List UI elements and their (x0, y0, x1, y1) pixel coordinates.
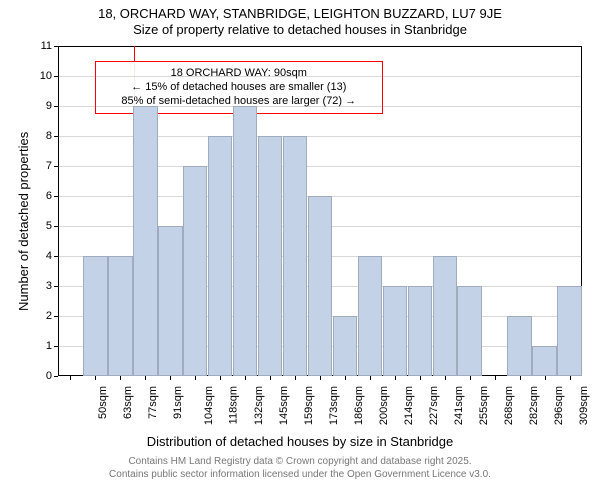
ytick-label: 8 (46, 130, 58, 142)
xtick-mark (470, 376, 471, 380)
xtick-mark (370, 376, 371, 380)
xtick-label: 282sqm (528, 386, 540, 425)
footer-line1: Contains HM Land Registry data © Crown c… (0, 456, 600, 469)
xtick-mark (570, 376, 571, 380)
annotation-title: 18 ORCHARD WAY: 90sqm (104, 66, 374, 80)
xtick-label: 145sqm (278, 386, 290, 425)
xtick-mark (245, 376, 246, 380)
ytick-label: 9 (46, 100, 58, 112)
histogram-bar (258, 136, 282, 376)
histogram-bar (108, 256, 132, 376)
y-axis (58, 46, 59, 376)
xtick-mark (545, 376, 546, 380)
xtick-mark (520, 376, 521, 380)
xtick-label: 104sqm (203, 386, 215, 425)
histogram-bar (507, 316, 531, 376)
histogram-bar (408, 286, 432, 376)
chart-title-address: 18, ORCHARD WAY, STANBRIDGE, LEIGHTON BU… (0, 6, 600, 21)
histogram-bar (532, 346, 556, 376)
xtick-label: 200sqm (378, 386, 390, 425)
histogram-bar (433, 256, 457, 376)
xtick-mark (445, 376, 446, 380)
plot-area: 18 ORCHARD WAY: 90sqm ← 15% of detached … (58, 46, 582, 376)
histogram-bar (358, 256, 382, 376)
xtick-label: 186sqm (353, 386, 365, 425)
xtick-label: 159sqm (303, 386, 315, 425)
xtick-label: 214sqm (403, 386, 415, 425)
xtick-mark (95, 376, 96, 380)
xtick-mark (320, 376, 321, 380)
xtick-label: 132sqm (253, 386, 265, 425)
histogram-bar (133, 106, 157, 376)
ytick-label: 6 (46, 190, 58, 202)
histogram-bar (383, 286, 407, 376)
y-axis-label: Number of detached properties (16, 132, 31, 311)
histogram-bar (183, 166, 207, 376)
xtick-mark (70, 376, 71, 380)
xtick-label: 91sqm (172, 386, 184, 419)
histogram-bar (283, 136, 307, 376)
histogram-chart: 18, ORCHARD WAY, STANBRIDGE, LEIGHTON BU… (0, 0, 600, 500)
footer-attribution: Contains HM Land Registry data © Crown c… (0, 456, 600, 481)
xtick-mark (120, 376, 121, 380)
xtick-mark (420, 376, 421, 380)
xtick-mark (145, 376, 146, 380)
xtick-label: 173sqm (328, 386, 340, 425)
ytick-label: 1 (46, 340, 58, 352)
ytick-label: 3 (46, 280, 58, 292)
ytick-label: 7 (46, 160, 58, 172)
xtick-mark (495, 376, 496, 380)
histogram-bar (557, 286, 581, 376)
chart-subtitle: Size of property relative to detached ho… (0, 22, 600, 37)
histogram-bar (308, 196, 332, 376)
annotation-smaller: ← 15% of detached houses are smaller (13… (104, 80, 374, 94)
histogram-bar (457, 286, 481, 376)
footer-line2: Contains public sector information licen… (0, 469, 600, 482)
xtick-label: 296sqm (553, 386, 565, 425)
histogram-bar (233, 106, 257, 376)
ytick-label: 4 (46, 250, 58, 262)
xtick-label: 227sqm (428, 386, 440, 425)
xtick-label: 241sqm (453, 386, 465, 425)
xtick-label: 255sqm (478, 386, 490, 425)
xtick-mark (195, 376, 196, 380)
x-axis-top (58, 46, 582, 47)
xtick-label: 309sqm (578, 386, 590, 425)
ytick-label: 0 (46, 370, 58, 382)
xtick-mark (220, 376, 221, 380)
xtick-mark (170, 376, 171, 380)
x-axis-label: Distribution of detached houses by size … (0, 434, 600, 449)
xtick-label: 77sqm (147, 386, 159, 419)
gridline (58, 76, 582, 77)
ytick-label: 11 (41, 40, 58, 52)
histogram-bar (83, 256, 107, 376)
xtick-label: 268sqm (503, 386, 515, 425)
ytick-label: 5 (46, 220, 58, 232)
xtick-mark (395, 376, 396, 380)
xtick-label: 118sqm (228, 386, 240, 424)
ytick-label: 10 (40, 70, 58, 82)
xtick-label: 50sqm (98, 386, 110, 419)
xtick-mark (295, 376, 296, 380)
histogram-bar (158, 226, 182, 376)
ytick-label: 2 (46, 310, 58, 322)
histogram-bar (333, 316, 357, 376)
xtick-mark (345, 376, 346, 380)
xtick-label: 63sqm (122, 386, 134, 419)
histogram-bar (208, 136, 232, 376)
xtick-mark (270, 376, 271, 380)
